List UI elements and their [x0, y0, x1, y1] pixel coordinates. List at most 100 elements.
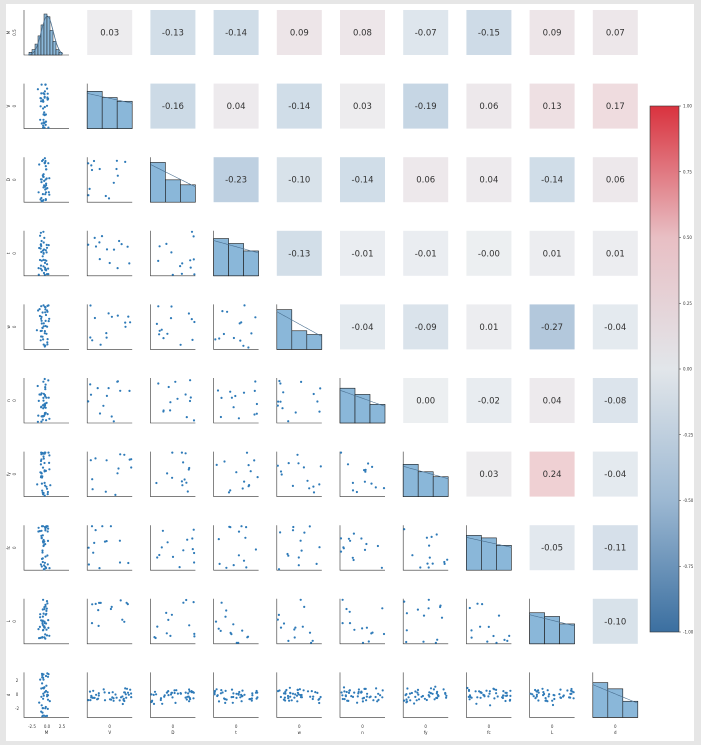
scatter-point-t-M-26	[43, 236, 46, 239]
scatter-point-L-w-13	[308, 631, 312, 634]
scatter-point-d-fy-32	[410, 691, 413, 695]
scatter-point-t-V-8	[98, 241, 101, 244]
scatter-point-fc-w-8	[297, 556, 300, 559]
scatter-point-d-w-42	[316, 691, 319, 695]
scatter-point-d-D-25	[186, 695, 189, 698]
scatter-point-V-M-43	[42, 126, 45, 129]
scatter-point-n-M-7	[48, 417, 51, 420]
corr-cell-M-L	[529, 10, 575, 55]
scatter-point-d-L-11	[534, 697, 537, 700]
scatter-axes-L-fy	[402, 598, 449, 645]
scatter-point-fc-D-3	[191, 548, 194, 551]
scatter-point-w-M-27	[44, 311, 47, 314]
row-tick-t: 0	[12, 252, 17, 255]
scatter-point-fc-M-32	[46, 554, 49, 557]
scatter-point-t-M-39	[40, 259, 43, 262]
scatter-point-d-fc-22	[509, 698, 512, 702]
scatter-point-fy-t-1	[235, 471, 238, 474]
scatter-point-d-t-34	[219, 692, 222, 695]
scatter-point-n-t-2	[229, 390, 232, 393]
scatter-point-V-M-16	[40, 92, 43, 95]
scatter-point-d-n-31	[360, 691, 363, 694]
scatter-point-V-M-18	[42, 107, 45, 110]
colorbar-tick-label-7: -0.75	[683, 564, 694, 569]
scatter-point-fc-V-3	[92, 551, 95, 554]
scatter-point-d-L-28	[532, 695, 535, 698]
scatter-point-d-D-11	[161, 702, 164, 705]
scatter-point-w-M-10	[40, 322, 43, 325]
scatter-point-d-fy-11	[425, 698, 428, 702]
scatter-point-w-D-0	[155, 322, 158, 325]
scatter-point-d-w-25	[288, 686, 291, 689]
scatter-point-D-M-33	[38, 163, 41, 166]
corr-cell-M-t	[213, 10, 259, 55]
scatter-point-w-V-3	[89, 336, 92, 339]
scatter-point-t-M-16	[39, 267, 42, 270]
scatter-point-d-fc-37	[479, 691, 482, 694]
scatter-point-L-n-2	[341, 622, 344, 625]
scatter-point-fc-V-6	[127, 561, 130, 565]
scatter-point-w-V-6	[127, 315, 130, 318]
scatter-point-fy-D-11	[180, 451, 183, 454]
scatter-point-D-M-41	[42, 175, 45, 178]
scatter-point-w-M-11	[44, 313, 48, 317]
scatter-point-fc-t-10	[240, 525, 243, 528]
scatter-point-d-n-14	[363, 687, 366, 691]
scatter-point-n-V-1	[87, 400, 90, 403]
scatter-point-w-V-8	[99, 343, 102, 346]
scatter-point-fy-w-2	[297, 462, 300, 465]
scatter-point-t-M-20	[39, 247, 42, 250]
scatter-point-D-M-32	[44, 188, 47, 191]
scatter-point-d-L-31	[551, 699, 554, 702]
scatter-point-L-t-2	[246, 636, 249, 639]
corr-cell-D-w	[276, 157, 322, 203]
row-tick-M: 0.5	[12, 29, 17, 36]
scatter-point-L-fc-8	[486, 640, 489, 643]
hist-bar-n-2	[369, 404, 386, 424]
scatter-point-L-D-2	[165, 632, 168, 635]
scatter-axes-fc-V	[86, 525, 133, 571]
scatter-point-d-w-19	[296, 700, 299, 703]
scatter-point-L-w-1	[277, 613, 280, 617]
scatter-point-d-fc-23	[502, 694, 505, 697]
scatter-point-L-V-9	[91, 603, 94, 606]
hist-bar-M-6	[46, 16, 51, 56]
scatter-point-w-D-13	[190, 318, 193, 321]
corr-label-M-n: 0.08	[353, 29, 372, 39]
scatter-axes-L-V	[86, 598, 133, 645]
scatter-point-n-M-13	[46, 413, 49, 416]
scatter-point-t-V-1	[93, 236, 96, 239]
scatter-point-L-V-5	[94, 602, 97, 606]
scatter-point-t-V-7	[105, 248, 109, 251]
scatter-point-d-V-30	[124, 687, 127, 690]
scatter-point-d-D-41	[150, 700, 153, 704]
col-label-fc: fc	[487, 730, 491, 735]
scatter-point-n-w-0	[319, 387, 322, 390]
scatter-point-fy-M-28	[39, 459, 43, 463]
scatter-axes-fc-n	[339, 525, 385, 571]
scatter-point-d-n-41	[343, 690, 346, 693]
scatter-point-d-L-30	[542, 691, 545, 694]
scatter-point-fc-w-6	[308, 525, 311, 528]
corr-label-n-fy: 0.00	[416, 397, 435, 407]
scatter-point-fc-D-13	[156, 556, 159, 559]
scatter-point-n-M-22	[42, 396, 45, 399]
scatter-point-n-w-10	[279, 382, 282, 385]
corr-label-M-V: 0.03	[100, 29, 119, 39]
row-label-D: D	[6, 178, 11, 181]
corr-label-t-w: -0.13	[288, 249, 310, 259]
scatter-point-d-w-39	[289, 691, 292, 694]
scatter-point-fc-n-11	[352, 558, 355, 562]
scatter-point-n-w-12	[281, 407, 284, 410]
kde-line-V	[87, 93, 133, 104]
scatter-point-D-M-2	[43, 179, 46, 182]
scatter-point-t-V-2	[94, 245, 98, 248]
scatter-point-n-M-39	[43, 403, 46, 406]
scatter-point-n-D-4	[188, 399, 192, 403]
scatter-axes-n-D	[150, 378, 196, 424]
scatter-point-L-t-1	[219, 629, 222, 633]
scatter-point-fc-n-7	[339, 550, 343, 553]
scatter-point-w-V-5	[91, 339, 94, 342]
scatter-point-d-fy-29	[406, 687, 409, 690]
scatter-point-d-w-0	[318, 701, 321, 705]
